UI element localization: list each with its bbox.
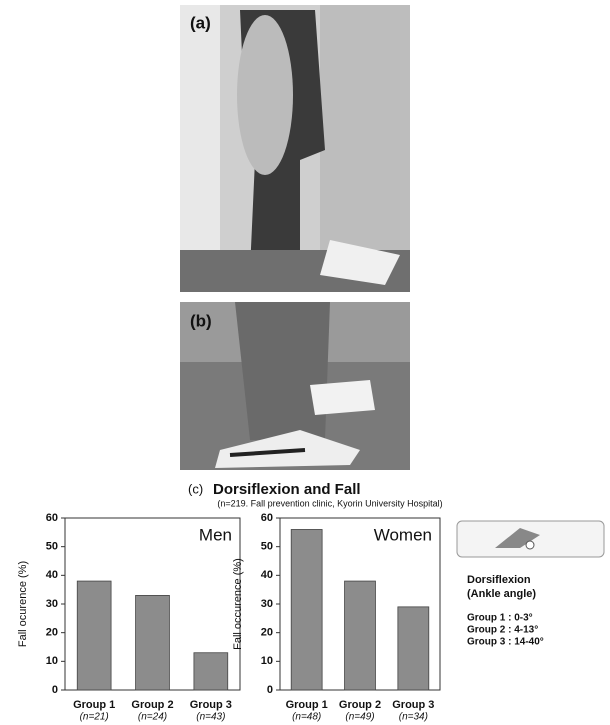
photo-b	[180, 302, 410, 470]
y-tick-label: 50	[46, 541, 58, 553]
y-tick-label: 40	[261, 569, 273, 581]
x-tick-label: Group 2	[339, 699, 381, 711]
y-tick-label: 20	[261, 627, 273, 639]
bar	[291, 529, 322, 690]
ankle-icon	[526, 541, 534, 549]
y-tick-label: 60	[261, 512, 273, 524]
x-tick-label: Group 2	[131, 699, 173, 711]
y-tick-label: 30	[46, 598, 58, 610]
y-tick-label: 30	[261, 598, 273, 610]
bar	[136, 595, 170, 690]
legend-item: Group 1 : 0-3°	[467, 613, 533, 624]
sample-size: (n=49)	[345, 712, 374, 723]
sample-size: (n=24)	[138, 712, 167, 723]
sample-size: (n=34)	[399, 712, 428, 723]
chart-title: Women	[374, 525, 432, 544]
y-tick-label: 60	[46, 512, 58, 524]
figure-subtitle: (n=219. Fall prevention clinic, Kyorin U…	[217, 498, 442, 508]
y-tick-label: 50	[261, 541, 273, 553]
x-tick-label: Group 1	[286, 699, 328, 711]
y-axis-label: Fall ocurence (%)	[17, 561, 29, 647]
sample-size: (n=48)	[292, 712, 321, 723]
figure: (a) (b) (c) Dorsiflexion and Fall (n=219…	[0, 0, 610, 725]
legend-subheading: (Ankle angle)	[467, 588, 536, 600]
bar	[77, 581, 111, 690]
sample-size: (n=21)	[80, 712, 109, 723]
x-tick-label: Group 3	[392, 699, 434, 711]
bar	[194, 653, 228, 690]
photo-a	[180, 5, 410, 292]
y-axis-label: Fall occurence (%)	[232, 558, 244, 650]
chart-title: Men	[199, 525, 232, 544]
sample-size: (n=43)	[196, 712, 225, 723]
bar	[398, 607, 429, 690]
figure-title: Dorsiflexion and Fall	[213, 481, 361, 498]
y-tick-label: 0	[52, 684, 58, 696]
y-tick-label: 10	[46, 655, 58, 667]
legend-heading: Dorsiflexion	[467, 574, 531, 586]
y-tick-label: 0	[267, 684, 273, 696]
x-tick-label: Group 3	[190, 699, 232, 711]
panel-label: (a)	[190, 13, 211, 32]
y-tick-label: 40	[46, 569, 58, 581]
y-tick-label: 20	[46, 627, 58, 639]
panel-label: (c)	[188, 481, 203, 496]
panel-label: (b)	[190, 311, 212, 330]
legend-item: Group 2 : 4-13°	[467, 625, 538, 636]
legend-item: Group 3 : 14-40°	[467, 637, 544, 648]
y-tick-label: 10	[261, 655, 273, 667]
x-tick-label: Group 1	[73, 699, 115, 711]
bar	[345, 581, 376, 690]
